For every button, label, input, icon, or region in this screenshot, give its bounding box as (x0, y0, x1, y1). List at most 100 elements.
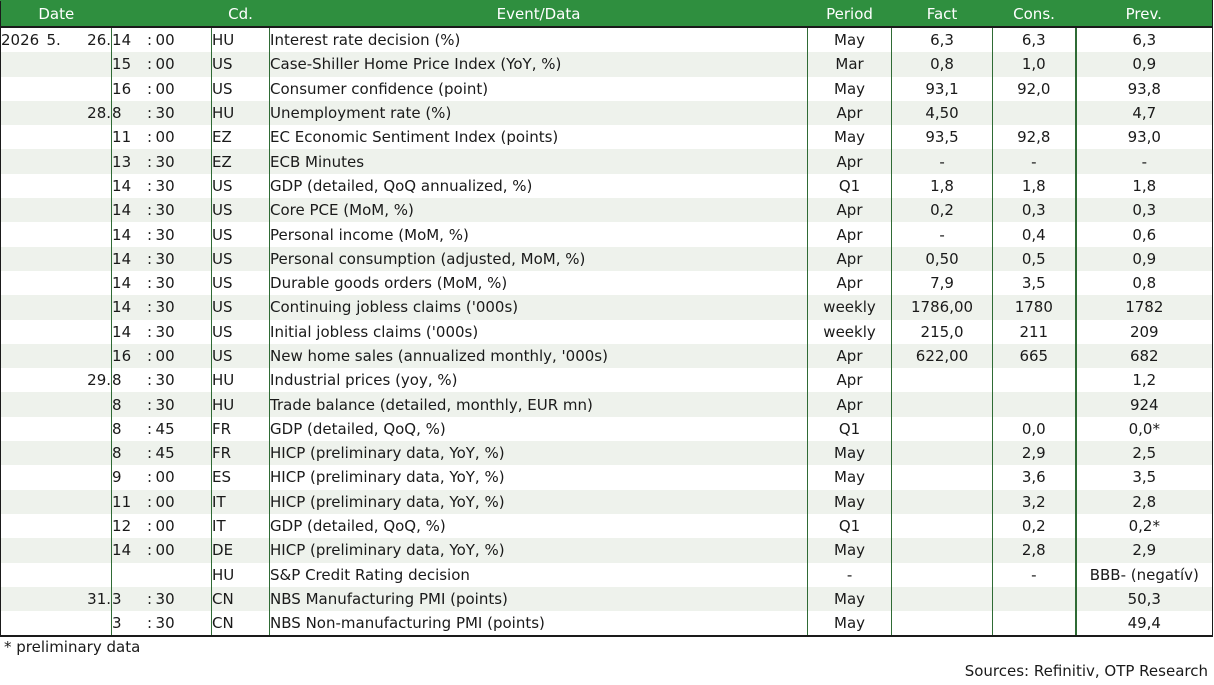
period-cell: Q1 (807, 173, 892, 199)
country-code-cell: HU (211, 392, 270, 417)
year-cell (0, 562, 47, 587)
previous-cell: 682 (1074, 343, 1214, 369)
year-cell (0, 125, 47, 150)
country-code-cell: EZ (211, 149, 270, 174)
time-separator: : (147, 128, 153, 147)
hour-cell: 8 (111, 100, 144, 126)
table-row: 2026 5. 26. 14:00 HU Interest rate decision (… (0, 27, 1214, 53)
table-row: 9:00 ES HICP (preliminary data, YoY, %) May… (0, 465, 1214, 490)
fact-cell: 215,0 (891, 319, 993, 344)
country-code-cell: FR (211, 441, 270, 466)
day-cell (74, 198, 112, 223)
time-separator: : (147, 31, 153, 50)
fact-cell (891, 392, 993, 417)
previous-cell: 0,3 (1074, 198, 1214, 223)
time-separator: : (143, 611, 156, 638)
year-cell (0, 343, 47, 369)
previous-cell: 0,6 (1074, 222, 1214, 247)
minute-cell: 00 (155, 52, 212, 77)
time-separator: : (143, 489, 156, 514)
event-cell: New home sales (annualized monthly, '000… (269, 343, 808, 369)
time-separator: : (147, 274, 153, 293)
previous-cell: 0,9 (1074, 52, 1214, 77)
consensus-cell: 92,0 (992, 76, 1076, 101)
event-cell: S&P Credit Rating decision (269, 562, 808, 587)
month-cell (46, 538, 75, 563)
event-cell: Industrial prices (yoy, %) (269, 368, 808, 393)
day-cell (75, 563, 112, 587)
period-cell: Apr (807, 222, 892, 247)
fact-cell (891, 538, 993, 563)
consensus-cell: 3,2 (992, 489, 1076, 514)
event-cell: HICP (preliminary data, YoY, %) (269, 465, 808, 490)
minute-cell: 00 (155, 343, 212, 369)
previous-cell: 3,5 (1074, 465, 1214, 490)
table-row: 15:00 US Case-Shiller Home Price Index (Yo… (0, 52, 1214, 77)
country-code-cell: HU (211, 368, 270, 393)
table-row: 13:30 EZ ECB Minutes Apr - - - (0, 149, 1214, 174)
day-cell (75, 320, 112, 344)
day-cell (75, 271, 112, 295)
previous-cell: 49,4 (1074, 611, 1214, 638)
time-separator: : (147, 322, 153, 341)
year-cell (0, 100, 47, 126)
year-cell (0, 513, 47, 539)
year-cell: 2026 (0, 27, 47, 53)
month-cell (46, 392, 75, 417)
hour-cell: 8 (111, 441, 144, 466)
year-cell (0, 222, 47, 247)
time-separator: : (143, 441, 156, 466)
hour-cell: 11 (111, 125, 144, 150)
month-cell (46, 343, 75, 369)
country-code-cell: US (211, 52, 270, 77)
table-row: 8:45 FR HICP (preliminary data, YoY, %) May… (0, 441, 1214, 466)
table-row: 31. 3:30 CN NBS Manufacturing PMI (points) M… (0, 586, 1214, 612)
consensus-cell: 665 (992, 343, 1076, 369)
country-code-cell: US (211, 295, 270, 320)
month-cell (47, 368, 75, 392)
time-separator: : (147, 176, 153, 195)
hour-cell: 14 (111, 295, 144, 320)
period-cell: May (807, 125, 892, 150)
period-cell: Apr (807, 198, 892, 223)
minute-cell: 30 (155, 225, 175, 244)
table-row: 14:30 US Core PCE (MoM, %) Apr 0,2 0,3 0,3 (0, 198, 1214, 223)
event-cell: Personal income (MoM, %) (269, 222, 808, 247)
fact-cell: 93,1 (891, 76, 993, 101)
year-cell (0, 149, 47, 174)
year-cell (0, 319, 47, 344)
consensus-cell (992, 611, 1076, 638)
day-cell (75, 77, 112, 101)
fact-cell: 1,8 (891, 173, 993, 199)
hour-cell: 14 (111, 538, 144, 563)
previous-column-header: Prev. (1075, 0, 1214, 28)
fact-cell: 0,8 (891, 52, 993, 77)
fact-column-header: Fact (891, 0, 993, 28)
minute-cell: 30 (155, 295, 212, 320)
day-cell (75, 417, 112, 441)
previous-cell: 6,3 (1074, 27, 1214, 53)
consensus-cell: 92,8 (992, 125, 1076, 150)
period-cell: - (807, 562, 892, 587)
fact-cell (891, 489, 993, 514)
country-code-cell: FR (211, 416, 270, 442)
country-code-cell: HU (211, 562, 270, 587)
period-cell: May (807, 538, 892, 563)
time-separator: : (143, 392, 156, 417)
country-code-cell: US (211, 76, 270, 101)
time-separator: : (147, 371, 153, 390)
day-cell (74, 343, 112, 369)
day-cell (74, 489, 112, 514)
date-column-header: Date (0, 0, 112, 28)
year-cell (0, 173, 47, 199)
table-row: 8:45 FR GDP (detailed, QoQ, %) Q1 0,0 0,0* (0, 416, 1214, 442)
hour-cell: 3 (111, 586, 144, 612)
month-cell (47, 563, 75, 587)
minute-cell: 45 (155, 419, 175, 438)
table-row: 11:00 IT HICP (preliminary data, YoY, %) Ma… (0, 489, 1214, 514)
time-separator: : (143, 100, 156, 126)
consensus-cell (992, 100, 1076, 126)
event-cell: Unemployment rate (%) (269, 100, 808, 126)
month-cell (47, 417, 75, 441)
period-cell: May (807, 586, 892, 612)
